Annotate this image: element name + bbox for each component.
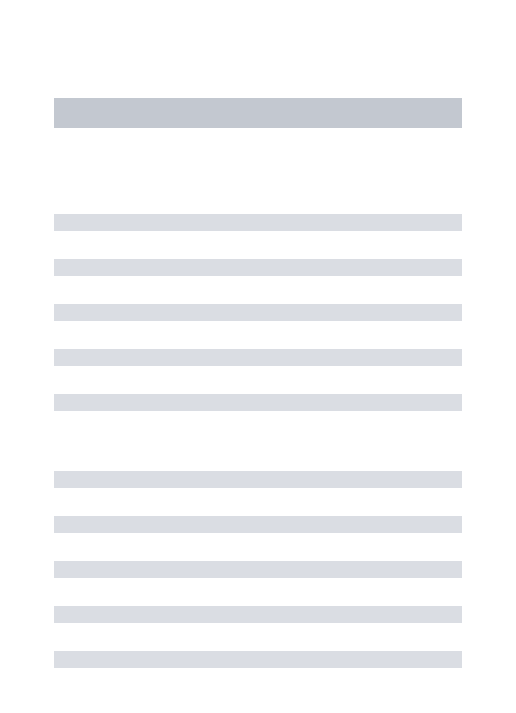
text-line-placeholder	[54, 606, 462, 623]
text-line-placeholder	[54, 561, 462, 578]
text-line-placeholder	[54, 394, 462, 411]
paragraph-block-1	[54, 214, 462, 411]
paragraph-block-2	[54, 471, 462, 668]
text-line-placeholder	[54, 259, 462, 276]
text-line-placeholder	[54, 349, 462, 366]
text-line-placeholder	[54, 214, 462, 231]
text-line-placeholder	[54, 516, 462, 533]
skeleton-document	[0, 0, 516, 668]
text-line-placeholder	[54, 651, 462, 668]
title-placeholder	[54, 98, 462, 128]
text-line-placeholder	[54, 471, 462, 488]
text-line-placeholder	[54, 304, 462, 321]
